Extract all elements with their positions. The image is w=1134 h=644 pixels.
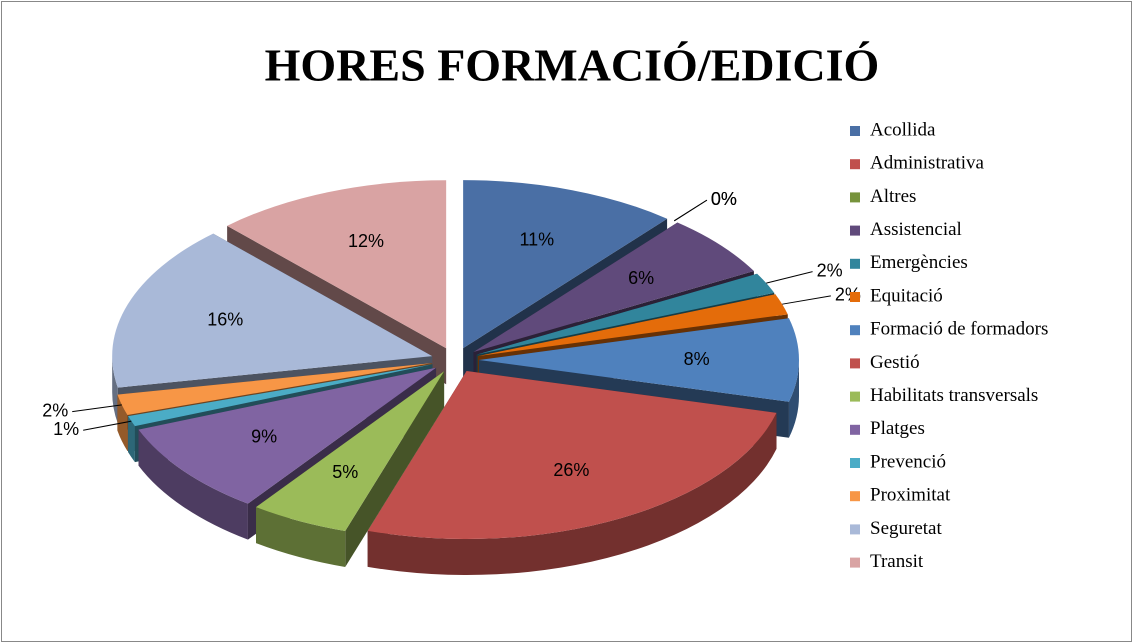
- slice: [117, 363, 432, 416]
- slice: [227, 180, 447, 349]
- legend-label: Assistencial: [870, 219, 962, 240]
- slice-side: [128, 416, 135, 463]
- slice-group: [256, 371, 445, 568]
- legend-swatch: [850, 458, 860, 468]
- legend-label: Emergències: [870, 252, 968, 273]
- data-label: 2%: [817, 260, 843, 280]
- legend-swatch: [850, 258, 860, 269]
- slice-side: [112, 356, 118, 424]
- legend-swatch: [850, 292, 860, 302]
- slice: [463, 180, 668, 349]
- data-label: 2%: [42, 400, 68, 420]
- slice: [128, 364, 433, 427]
- legend-label: Seguretat: [870, 518, 942, 539]
- slice-side: [788, 360, 799, 438]
- slice: [473, 222, 754, 352]
- leader-line: [72, 404, 122, 413]
- legend-label: Administrativa: [870, 153, 985, 174]
- data-label: 26%: [553, 460, 589, 480]
- leader-line: [83, 420, 132, 431]
- data-label: 16%: [207, 310, 243, 330]
- slice-side: [367, 412, 777, 576]
- legend-label: Equitació: [870, 285, 943, 306]
- legend-swatch: [850, 358, 860, 369]
- data-label: 1%: [53, 419, 79, 439]
- data-label: 5%: [332, 462, 358, 482]
- legend-label: Platges: [870, 418, 925, 439]
- legend-label: Formació de formadors: [870, 319, 1048, 340]
- legend-swatch: [850, 325, 860, 336]
- legend-swatch: [850, 225, 860, 236]
- legend-label: Altres: [870, 186, 916, 207]
- legend-swatch: [850, 557, 860, 568]
- slice-side: [256, 507, 346, 568]
- chart-title: HORES FORMACIÓ/EDICIÓ: [265, 40, 880, 91]
- data-label: 9%: [251, 426, 277, 446]
- legend-swatch: [850, 126, 860, 136]
- slice-side: [138, 429, 248, 540]
- legend-label: Transit: [870, 551, 924, 572]
- data-label: 11%: [519, 229, 554, 249]
- legend-swatch: [850, 491, 860, 502]
- slice: [138, 367, 437, 504]
- legend-label: Proximitat: [870, 485, 951, 506]
- slice: [367, 371, 777, 540]
- slice: [476, 273, 775, 355]
- legend-label: Habilitats transversals: [870, 385, 1038, 406]
- data-label: 0%: [711, 189, 737, 209]
- data-label: 8%: [684, 349, 710, 369]
- data-label: 12%: [348, 231, 384, 251]
- leader-line: [766, 271, 813, 284]
- slice: [477, 294, 788, 357]
- slice-group: [367, 371, 777, 576]
- legend-swatch: [850, 424, 860, 435]
- legend-swatch: [850, 391, 860, 402]
- data-label: 0%: [711, 189, 737, 209]
- legend-label: Acollida: [870, 119, 936, 140]
- slice: [479, 318, 799, 402]
- legend-label: Prevenció: [870, 451, 946, 472]
- legend-swatch: [850, 159, 860, 170]
- slice: [112, 233, 433, 388]
- data-label: 6%: [628, 268, 654, 288]
- leader-line: [674, 199, 708, 222]
- legend-swatch: [850, 524, 860, 535]
- legend-swatch: [850, 192, 860, 203]
- slice: [256, 371, 445, 532]
- legend-label: Gestió: [870, 352, 920, 373]
- leader-line: [782, 295, 831, 305]
